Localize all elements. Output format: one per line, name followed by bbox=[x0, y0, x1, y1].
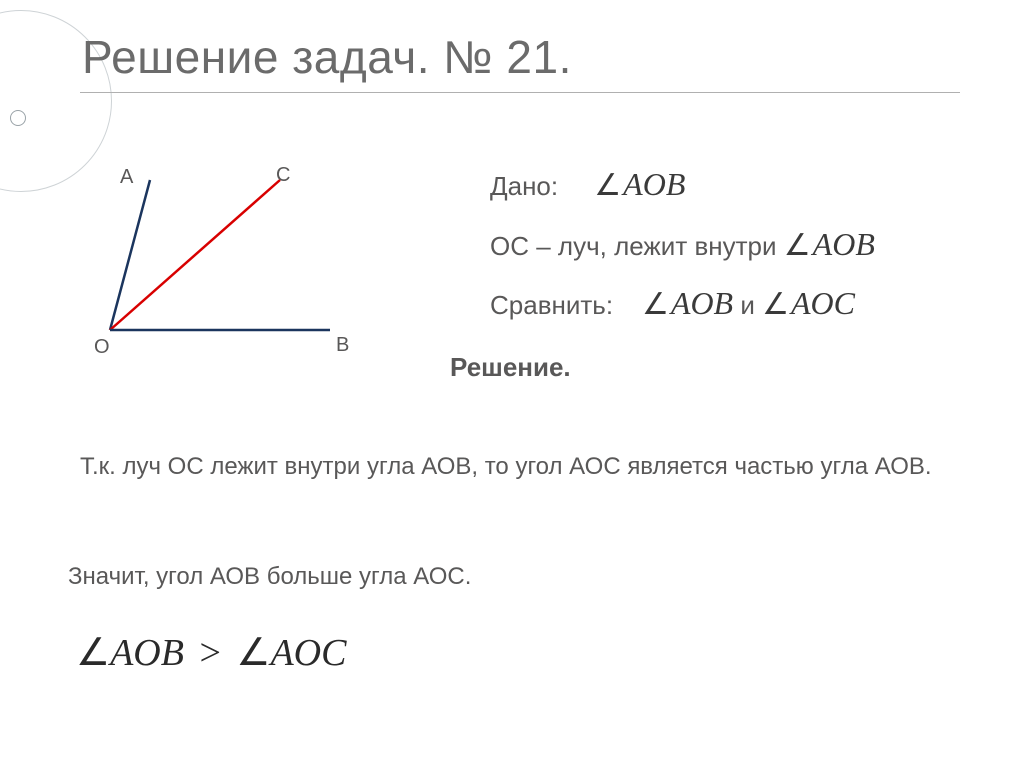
result-formula: ∠AOB > ∠AOC bbox=[76, 630, 346, 675]
page-title: Решение задач. № 21. bbox=[82, 30, 572, 84]
given-line-2: ОС – луч, лежит внутри ∠AOB bbox=[490, 220, 875, 270]
formula-op: > bbox=[199, 632, 220, 674]
ray-oa bbox=[110, 180, 150, 330]
label-b: B bbox=[336, 334, 349, 357]
angle-aob-3: ∠AOB bbox=[642, 285, 733, 321]
label-o: О bbox=[94, 336, 110, 359]
oc-text: ОС – луч, лежит внутри bbox=[490, 231, 784, 261]
label-c: C bbox=[276, 164, 290, 187]
compare-label: Сравнить: bbox=[490, 290, 613, 320]
and-text: и bbox=[740, 290, 762, 320]
ray-oc bbox=[110, 180, 280, 330]
given-block: Дано: ∠AOB ОС – луч, лежит внутри ∠AOB С… bbox=[490, 160, 875, 397]
formula-left: AOB bbox=[110, 632, 184, 674]
solution-text-2: Значит, угол АОВ больше угла АОС. bbox=[68, 560, 948, 595]
given-line-3: Сравнить: ∠AOB и ∠AOC bbox=[490, 279, 875, 329]
dano-label: Дано: bbox=[490, 171, 558, 201]
angle-aob: ∠AOB bbox=[594, 166, 685, 202]
angle-aoc: ∠AOC bbox=[762, 285, 855, 321]
formula-right: AOC bbox=[270, 632, 346, 674]
angle-aob-2: ∠AOB bbox=[784, 226, 875, 262]
given-line-1: Дано: ∠AOB bbox=[490, 160, 875, 210]
diagram-svg bbox=[90, 160, 370, 380]
angle-diagram: A C О B bbox=[90, 160, 370, 380]
solution-heading: Решение. bbox=[450, 347, 875, 387]
label-a: A bbox=[120, 166, 133, 189]
title-rule bbox=[80, 92, 960, 93]
solution-text-1: Т.к. луч ОС лежит внутри угла АОВ, то уг… bbox=[80, 450, 960, 485]
